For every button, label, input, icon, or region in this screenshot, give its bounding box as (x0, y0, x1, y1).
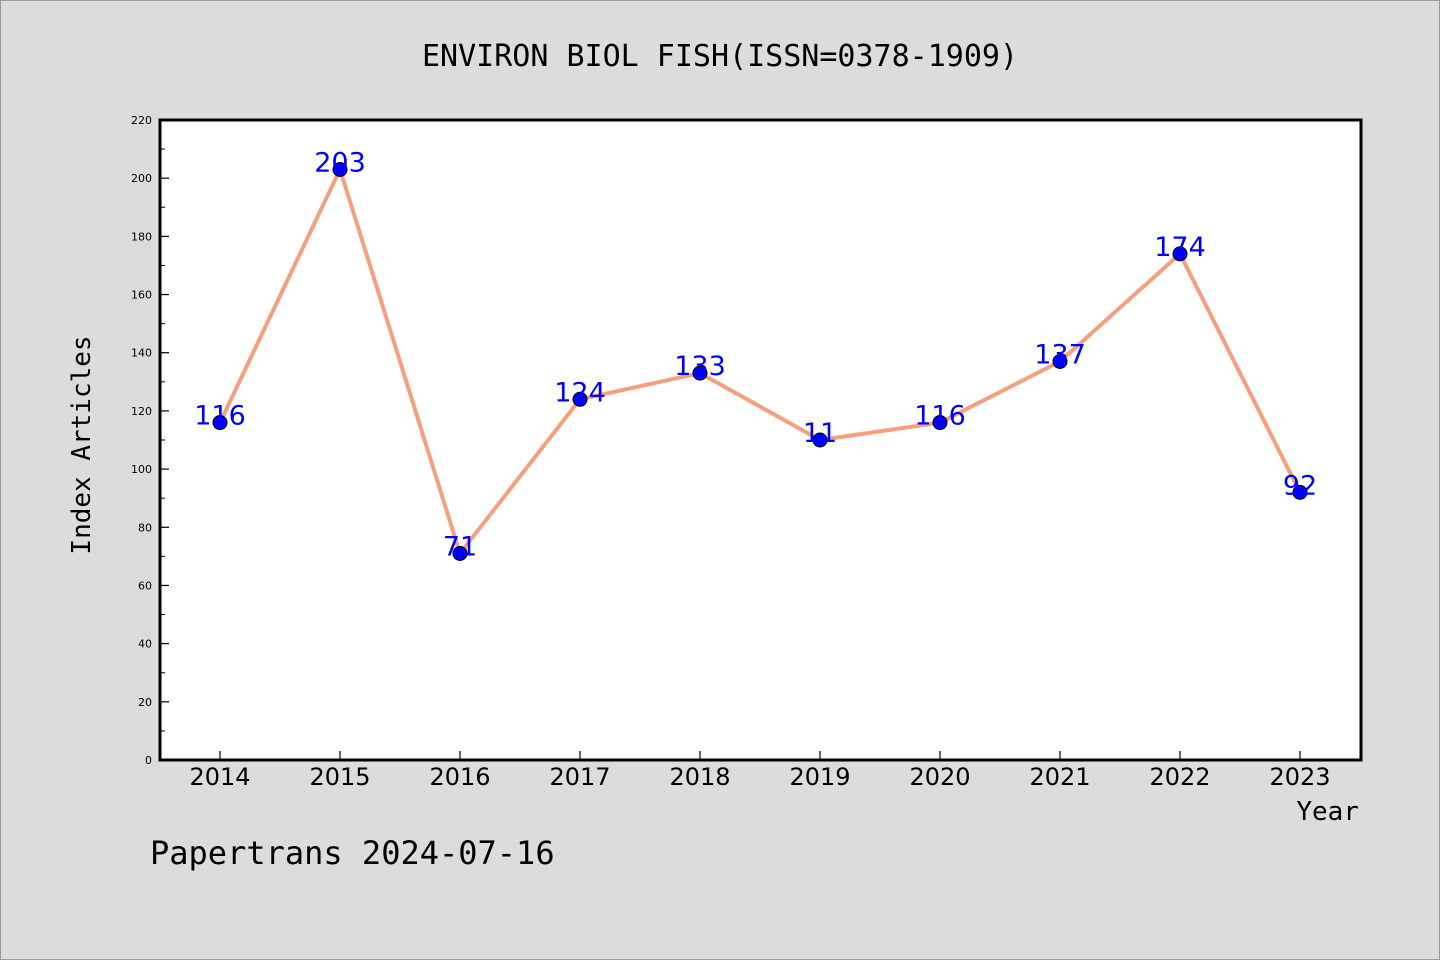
y-tick-label: 160 (131, 289, 152, 302)
data-point (572, 391, 588, 407)
data-point (812, 432, 828, 448)
data-label: 137 (1034, 339, 1086, 370)
x-tick-label: 2021 (1029, 763, 1090, 791)
y-tick-label: 20 (138, 696, 152, 709)
y-tick-label: 140 (131, 347, 152, 360)
series-markers (212, 161, 1308, 561)
y-tick-label: 120 (131, 405, 152, 418)
x-tick-label: 2014 (189, 763, 250, 791)
footer-text: Papertrans 2024-07-16 (150, 834, 555, 872)
x-tick-label: 2019 (789, 763, 850, 791)
data-labels: 116 203 71 124 133 11 116 137 174 92 (194, 147, 1317, 562)
y-tick-label: 220 (131, 114, 152, 127)
data-label: 133 (674, 351, 726, 382)
series-line (218, 167, 1302, 556)
y-tick-label: 180 (131, 230, 152, 243)
data-label: 71 (443, 531, 477, 562)
x-tick-label: 2018 (669, 763, 730, 791)
y-tick-label: 40 (138, 638, 152, 651)
x-axis-label: Year (1296, 797, 1359, 827)
data-point (212, 415, 228, 431)
plot-area (158, 118, 1363, 762)
data-label: 174 (1154, 232, 1206, 263)
data-point (1052, 353, 1068, 369)
y-tick-label: 0 (145, 754, 152, 767)
x-tick-label: 2020 (909, 763, 970, 791)
x-axis: 2014 2015 2016 2017 2018 2019 2020 2021 2022 2023 (189, 751, 1331, 791)
data-point (1172, 246, 1188, 262)
y-tick-label: 200 (131, 172, 152, 185)
data-label: 203 (314, 147, 366, 178)
data-point (452, 545, 468, 561)
y-tick-label: 80 (138, 521, 152, 534)
x-tick-label: 2015 (309, 763, 370, 791)
x-tick-label: 2017 (549, 763, 610, 791)
data-label: 124 (554, 377, 606, 408)
data-point (932, 415, 948, 431)
y-axis-label: Index Articles (67, 335, 97, 554)
data-point (1292, 484, 1308, 500)
y-tick-label: 60 (138, 579, 152, 592)
data-label: 116 (194, 401, 246, 432)
y-axis: 0 20 40 60 80 100 120 140 160 180 200 220 (131, 114, 169, 767)
data-label: 11 (803, 418, 837, 449)
data-point (692, 365, 708, 381)
x-tick-label: 2016 (429, 763, 490, 791)
data-label: 92 (1283, 470, 1317, 501)
data-label: 116 (914, 401, 966, 432)
x-tick-label: 2022 (1149, 763, 1210, 791)
y-tick-label: 100 (131, 463, 152, 476)
data-point (332, 161, 348, 177)
x-tick-label: 2023 (1269, 763, 1330, 791)
chart-title: ENVIRON BIOL FISH(ISSN=0378-1909) (422, 39, 1018, 74)
